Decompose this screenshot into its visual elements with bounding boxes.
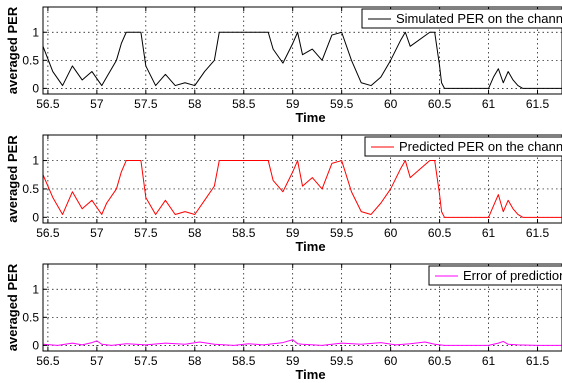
x-tick-label: 59 [286, 97, 300, 111]
x-tick-label: 61.5 [526, 226, 550, 240]
axes-frame [42, 134, 562, 224]
x-tick-label: 59.5 [330, 226, 354, 240]
x-tick-label: 56.5 [36, 354, 60, 368]
x-axis-label: Time [295, 239, 325, 254]
y-tick-label: 1 [32, 282, 39, 296]
x-axis-label: Time [295, 367, 325, 382]
x-tick-label: 57.5 [134, 226, 158, 240]
y-tick-label: 0 [32, 338, 39, 352]
y-tick-label: 0 [32, 81, 39, 95]
x-tick-label: 60.5 [428, 354, 452, 368]
x-tick-label: 57.5 [134, 97, 158, 111]
x-tick-label: 61 [482, 97, 496, 111]
x-tick-label: 57 [90, 97, 104, 111]
axes-frame [42, 6, 562, 95]
x-tick-label: 60.5 [428, 226, 452, 240]
series-line [42, 339, 562, 346]
x-tick-label: 57.5 [134, 354, 158, 368]
x-tick-label: 57 [90, 354, 104, 368]
x-tick-label: 59 [286, 226, 300, 240]
x-tick-label: 59.5 [330, 354, 354, 368]
x-tick-label: 60 [384, 354, 398, 368]
x-tick-label: 61 [482, 354, 496, 368]
y-tick-label: 1 [32, 154, 39, 168]
y-tick-label: 0.5 [22, 310, 39, 324]
x-tick-label: 61.5 [526, 97, 550, 111]
legend-box [361, 8, 562, 29]
panel-predicted-per: 56.5 57 57.5 58 58.5 59 59.5 60 60.5 61 61.5 0 0.5 1 T… [5, 134, 562, 254]
y-tick-label: 0 [32, 210, 39, 224]
x-axis-label: Time [295, 110, 325, 125]
y-tick-label: 1 [32, 25, 39, 39]
x-tick-label: 59.5 [330, 97, 354, 111]
x-tick-label: 58.5 [232, 97, 256, 111]
x-tick-label: 61.5 [526, 354, 550, 368]
y-tick-label: 0.5 [22, 182, 39, 196]
series-line [42, 31, 562, 89]
x-tick-label: 58 [188, 97, 202, 111]
x-tick-label: 58 [188, 226, 202, 240]
y-axis-label: averaged PER [5, 135, 20, 223]
x-tick-label: 58.5 [232, 354, 256, 368]
x-tick-label: 60.5 [428, 97, 452, 111]
legend-label: Simulated PER on the channel [396, 11, 562, 26]
legend-box [428, 265, 562, 286]
y-tick-label: 0.5 [22, 53, 39, 67]
x-tick-label: 60 [384, 226, 398, 240]
x-tick-label: 60 [384, 97, 398, 111]
y-axis-label: averaged PER [5, 263, 20, 351]
panel-prediction-error: 56.5 57 57.5 58 58.5 59 59.5 60 60.5 61 61.5 0 0.5 1 T… [5, 263, 562, 382]
y-axis-label: averaged PER [5, 6, 20, 94]
x-tick-label: 59 [286, 354, 300, 368]
legend-label: Error of prediction [463, 268, 562, 283]
x-tick-label: 56.5 [36, 97, 60, 111]
x-tick-label: 57 [90, 226, 104, 240]
panel-simulated-per: 56.5 57 57.5 58 58.5 59 59.5 60 60.5 61 61.5 0 0.5 1 T… [5, 6, 562, 125]
x-tick-label: 58.5 [232, 226, 256, 240]
x-tick-label: 56.5 [36, 226, 60, 240]
x-tick-label: 61 [482, 226, 496, 240]
series-line [42, 160, 562, 218]
x-tick-label: 58 [188, 354, 202, 368]
legend-label: Predicted PER on the channel [399, 139, 562, 154]
legend-box [364, 136, 562, 157]
axes-frame [42, 263, 562, 352]
